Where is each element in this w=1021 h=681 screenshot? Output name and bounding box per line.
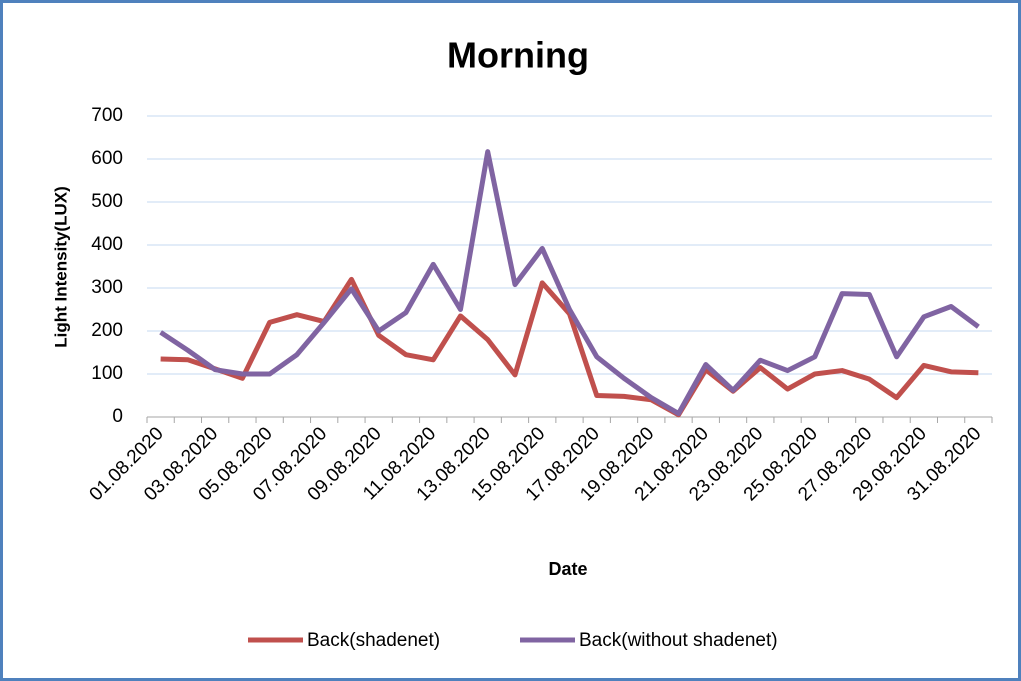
y-tick-label: 500 xyxy=(91,191,123,212)
y-tick-label: 100 xyxy=(91,363,123,384)
legend-label: Back(without shadenet) xyxy=(579,630,778,651)
y-tick-label: 300 xyxy=(91,277,123,298)
x-axis-label: Date xyxy=(548,559,587,579)
y-tick-label: 700 xyxy=(91,105,123,126)
legend-label: Back(shadenet) xyxy=(307,630,440,651)
chart-title: Morning xyxy=(447,35,589,76)
y-tick-label: 400 xyxy=(91,234,123,255)
y-axis-label: Light Intensity(LUX) xyxy=(51,186,70,347)
y-tick-label: 600 xyxy=(91,148,123,169)
series-line xyxy=(159,149,980,417)
y-tick-label: 0 xyxy=(112,406,123,427)
y-tick-label: 200 xyxy=(91,320,123,341)
